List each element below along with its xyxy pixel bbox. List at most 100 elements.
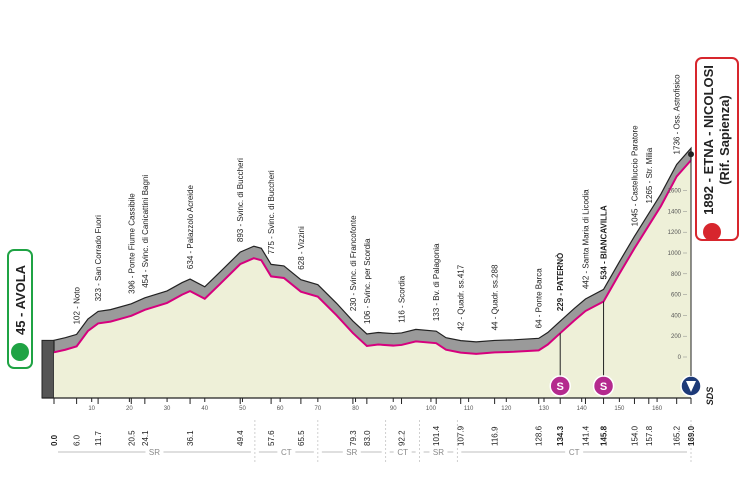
km-label: 141.4 [581,425,590,446]
x-tick-label: 110 [464,406,474,412]
y-tick-label: 1600 [668,189,682,195]
km-label: 169.0 [687,425,696,446]
waypoint-label: 1265 - Str. Milia [645,147,654,203]
km-label: 6.0 [73,434,82,446]
x-tick-label: 120 [501,406,512,412]
region-bg [565,446,584,458]
y-tick-label: 800 [671,272,682,278]
y-tick-label: 200 [671,334,682,340]
waypoint-label: 634 - Palazzolo Acreide [186,184,195,269]
x-tick-label: 80 [352,406,359,412]
waypoint-label: 454 - Svinc. di Canicattini Bagni [141,175,150,288]
x-tick-label: 30 [164,406,171,412]
km-label: 65.5 [297,430,306,446]
waypoint-label: 106 - Svinc. per Scordia [363,238,372,324]
km-label: 165.2 [673,425,682,446]
region-label: CT [569,448,580,457]
y-tick-label: 1400 [668,209,682,215]
x-tick-label: 160 [652,406,663,412]
y-tick-label: 600 [671,293,682,299]
region-label: SR [149,448,160,457]
region-label: CT [281,448,292,457]
x-tick-label: 10 [88,406,95,412]
start-box [7,249,33,369]
km-label: 83.0 [363,430,372,446]
waypoint-label: 1736 - Oss. Astrofisico [673,74,682,155]
x-tick-label: 50 [239,406,246,412]
km-label: 116.9 [491,426,500,446]
km-label: 20.5 [127,430,136,446]
km-label: 92.2 [398,430,407,446]
x-tick-label: 60 [277,406,284,412]
profile-side [41,339,55,399]
km-label: 36.1 [186,430,195,446]
km-label: 134.3 [556,425,565,446]
region-label: CT [397,448,408,457]
finish-note: SDS [705,387,715,406]
region-bg [393,446,412,458]
waypoint-label: 64 - Ponte Barca [535,268,544,329]
sprint-symbol: S [557,381,564,393]
x-tick-label: 70 [315,406,322,412]
km-label: 0.0 [50,434,59,446]
region-label: SR [433,448,444,457]
km-label: 107.9 [457,425,466,446]
km-label: 101.4 [432,425,441,446]
sprint-symbol: S [600,381,607,393]
region-label: SR [346,448,357,457]
finish-dot [688,151,694,158]
sprint-marker [549,375,571,397]
waypoint-label: 1045 - Castelluccio Paratore [630,125,639,226]
km-label: 154.0 [630,425,639,446]
x-tick-label: 90 [390,406,397,412]
waypoint-label: 323 - San Corrado Fuori [94,215,103,301]
waypoint-label: 442 - Santa Maria di Licodia [581,189,590,289]
sprint-marker [592,375,615,397]
waypoint-label: 396 - Ponte Fiume Cassibile [127,193,136,294]
km-label: 11.7 [94,430,103,446]
y-tick-label: 1000 [668,251,682,257]
waypoint-label: 628 - Vizzini [297,226,306,270]
km-label: 49.4 [236,430,245,446]
region-bg [277,446,296,458]
waypoint-label: 775 - Svinc. di Buccheri [267,170,276,254]
waypoint-label: 230 - Svinc. di Francofonte [349,215,358,311]
waypoint-label: 229 - PATERNÒ [556,253,565,311]
region-bg [342,446,361,458]
waypoint-label: 116 - Scordia [398,275,407,323]
start-icon [11,343,29,361]
x-tick-label: 150 [614,406,625,412]
region-bg [145,446,164,458]
y-tick-label: 400 [671,313,682,319]
x-tick-label: 130 [539,406,550,412]
finish-label: 1892 - ETNA - NICOLOSI [701,65,716,215]
finish-symbol [686,381,696,392]
finish-box [695,57,739,241]
profile-line [53,159,692,355]
waypoint-label: 534 - BIANCAVILLA [600,205,609,279]
finish-sublabel: (Rif. Sapienza) [717,95,732,185]
waypoint-label: 44 - Quadr. ss.288 [491,264,500,330]
km-label: 24.1 [141,430,150,446]
y-tick-label: 0 [678,355,682,361]
start-label: 45 - AVOLA [13,264,28,335]
km-label: 128.6 [535,425,544,446]
x-tick-label: 100 [426,406,437,412]
profile-fill [54,160,691,398]
waypoint-label: 102 - Noto [73,286,82,324]
km-label: 145.8 [600,425,609,446]
waypoint-label: 893 - Svinc. di Buccheri [236,158,245,242]
waypoint-label: 133 - Bv. di Palagonia [432,243,441,321]
km-label: 157.8 [645,425,654,446]
region-bg [429,446,448,458]
x-tick-label: 20 [126,406,133,412]
x-tick-label: 140 [577,406,588,412]
km-label: 57.6 [267,430,276,446]
km-label: 79.3 [349,430,358,446]
finish-icon [703,223,721,241]
y-tick-label: 1200 [668,230,682,236]
waypoint-label: 42 - Quadr. ss.417 [457,264,466,330]
x-tick-label: 40 [201,406,208,412]
